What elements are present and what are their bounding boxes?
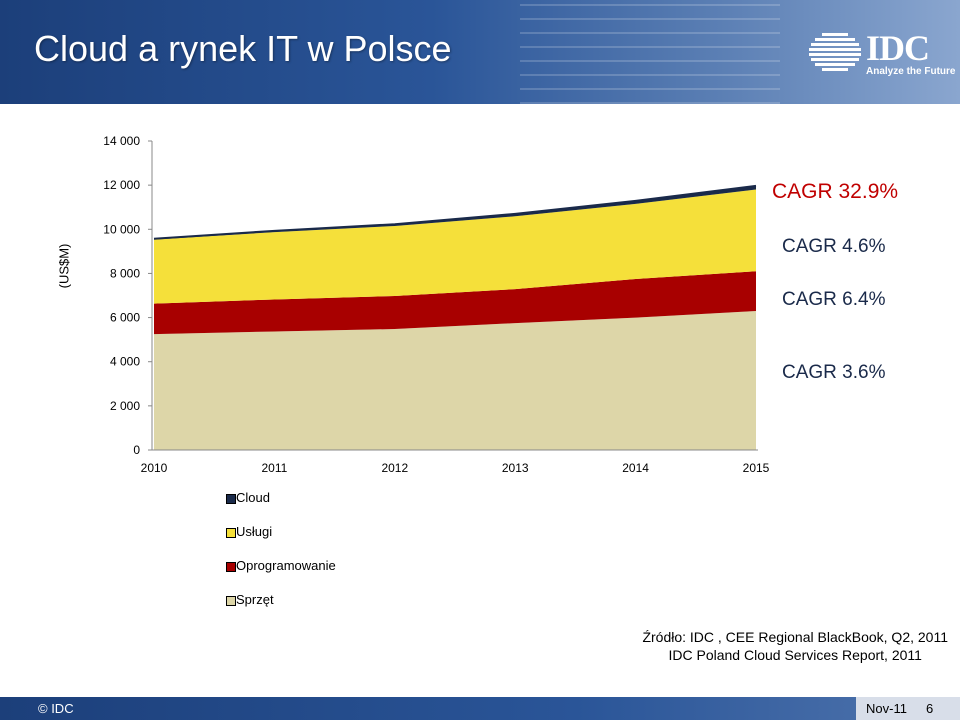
area-sprz-t [154,310,756,450]
y-tick-label: 10 000 [103,222,140,236]
source-line-1: Źródło: IDC , CEE Regional BlackBook, Q2… [642,629,948,645]
logo-tagline: Analyze the Future [866,66,956,77]
header-decoration [520,0,780,104]
legend-label-uslugi: Usługi [236,524,273,539]
x-tick-label: 2013 [502,461,529,475]
slide-footer: © IDC Nov-11 6 [0,697,960,720]
footer-date: Nov-11 [866,701,907,716]
page-number: 6 [926,701,934,716]
area-us-ugi [154,189,756,304]
y-tick-label: 14 000 [103,134,140,148]
x-tick-label: 2010 [141,461,168,475]
globe-icon [809,33,861,71]
legend-swatch-uslugi [226,528,236,538]
slide-header: Cloud a rynek IT w Polsce IDC Analyze th… [0,0,960,104]
y-tick-label: 12 000 [103,178,140,192]
legend-swatch-sprzet [226,596,236,606]
footer-copyright: © IDC [38,701,74,716]
cagr-cloud: CAGR 32.9% [772,180,899,203]
legend-label-sprzet: Sprzęt [236,592,274,607]
x-tick-label: 2014 [622,461,649,475]
cagr-sprzet: CAGR 3.6% [782,362,886,383]
footer-page-box [856,697,960,720]
source-note: Źródło: IDC , CEE Regional BlackBook, Q2… [642,628,948,664]
x-tick-label: 2011 [261,461,287,475]
legend-label-cloud: Cloud [236,490,270,505]
y-tick-label: 6 000 [110,311,140,325]
x-tick-label: 2015 [743,461,770,475]
logo-wordmark: IDC [866,28,930,68]
stack-top-line [153,184,757,240]
legend-swatch-cloud [226,494,236,504]
cagr-uslugi: CAGR 4.6% [782,236,886,257]
x-tick-label: 2012 [381,461,408,475]
y-axis-label: (US$M) [56,243,72,289]
cagr-oprogramowanie: CAGR 6.4% [782,289,886,310]
y-tick-label: 2 000 [110,399,140,413]
legend-swatch-oprogramowanie [226,562,236,572]
idc-logo: IDC Analyze the Future [808,28,955,80]
y-tick-label: 4 000 [110,355,140,369]
area-oprogramowanie [154,271,756,335]
slide-title: Cloud a rynek IT w Polsce [34,28,452,69]
source-line-2: IDC Poland Cloud Services Report, 2011 [668,647,922,663]
legend-label-oprogramowanie: Oprogramowanie [236,558,336,573]
y-tick-label: 0 [133,443,140,457]
y-tick-label: 8 000 [110,266,140,280]
